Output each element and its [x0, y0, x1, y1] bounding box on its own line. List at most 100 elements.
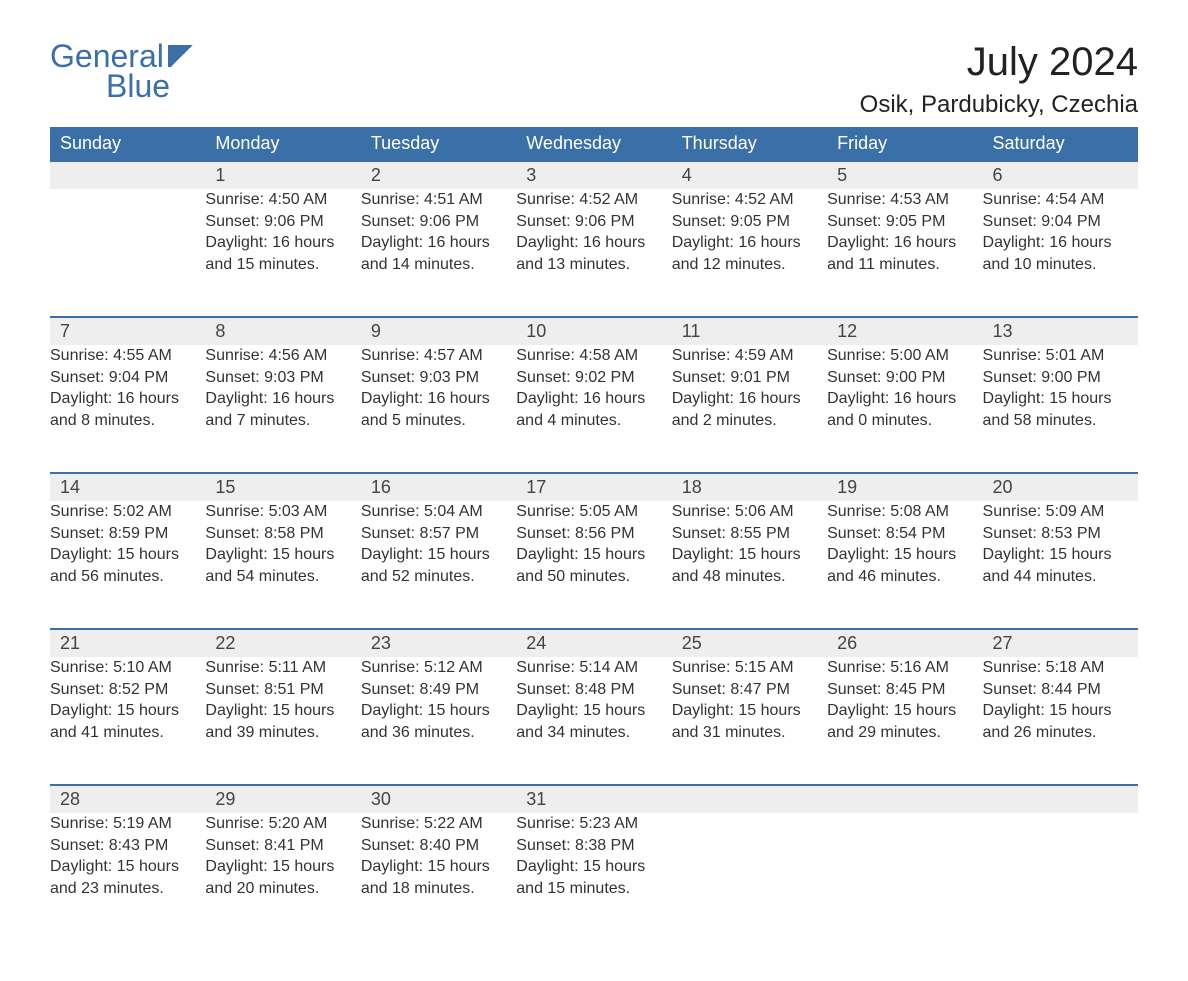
daylight-line: Daylight: 15 hours and 23 minutes. — [50, 856, 205, 899]
sunset-line: Sunset: 9:04 PM — [983, 211, 1138, 233]
daylight-line: Daylight: 15 hours and 15 minutes. — [516, 856, 671, 899]
sunrise-line: Sunrise: 5:23 AM — [516, 813, 671, 835]
sunrise-line: Sunrise: 5:06 AM — [672, 501, 827, 523]
daylight-line: Daylight: 16 hours and 8 minutes. — [50, 388, 205, 431]
sunset-line: Sunset: 8:57 PM — [361, 523, 516, 545]
daylight-line: Daylight: 16 hours and 0 minutes. — [827, 388, 982, 431]
day-number-cell: 12 — [827, 317, 982, 345]
day-header: Sunday — [50, 127, 205, 161]
day-number-cell: 8 — [205, 317, 360, 345]
day-data-cell: Sunrise: 5:12 AMSunset: 8:49 PMDaylight:… — [361, 657, 516, 785]
sunset-line: Sunset: 8:55 PM — [672, 523, 827, 545]
sunrise-line: Sunrise: 5:11 AM — [205, 657, 360, 679]
logo-text-bottom: Blue — [50, 70, 196, 102]
day-data-cell: Sunrise: 5:03 AMSunset: 8:58 PMDaylight:… — [205, 501, 360, 629]
sunset-line: Sunset: 8:58 PM — [205, 523, 360, 545]
sunset-line: Sunset: 8:56 PM — [516, 523, 671, 545]
day-number-cell: 31 — [516, 785, 671, 813]
sunrise-line: Sunrise: 4:52 AM — [516, 189, 671, 211]
sunrise-line: Sunrise: 5:18 AM — [983, 657, 1138, 679]
day-data-cell: Sunrise: 5:05 AMSunset: 8:56 PMDaylight:… — [516, 501, 671, 629]
location: Osik, Pardubicky, Czechia — [860, 91, 1138, 119]
daylight-line: Daylight: 15 hours and 54 minutes. — [205, 544, 360, 587]
day-header: Saturday — [983, 127, 1138, 161]
sunrise-line: Sunrise: 4:52 AM — [672, 189, 827, 211]
day-number-cell — [827, 785, 982, 813]
day-number-cell: 14 — [50, 473, 205, 501]
sunset-line: Sunset: 9:01 PM — [672, 367, 827, 389]
sunset-line: Sunset: 8:40 PM — [361, 835, 516, 857]
sunrise-line: Sunrise: 5:01 AM — [983, 345, 1138, 367]
sunset-line: Sunset: 8:47 PM — [672, 679, 827, 701]
daynum-row: 28293031 — [50, 785, 1138, 813]
sunset-line: Sunset: 9:04 PM — [50, 367, 205, 389]
day-data-cell: Sunrise: 5:23 AMSunset: 8:38 PMDaylight:… — [516, 813, 671, 941]
day-number-cell: 25 — [672, 629, 827, 657]
day-data-cell — [50, 189, 205, 317]
day-data-cell: Sunrise: 4:50 AMSunset: 9:06 PMDaylight:… — [205, 189, 360, 317]
day-number-cell: 9 — [361, 317, 516, 345]
sunset-line: Sunset: 9:05 PM — [672, 211, 827, 233]
data-row: Sunrise: 4:55 AMSunset: 9:04 PMDaylight:… — [50, 345, 1138, 473]
sunrise-line: Sunrise: 4:55 AM — [50, 345, 205, 367]
sunrise-line: Sunrise: 5:05 AM — [516, 501, 671, 523]
sunset-line: Sunset: 9:02 PM — [516, 367, 671, 389]
sunrise-line: Sunrise: 5:16 AM — [827, 657, 982, 679]
day-data-cell: Sunrise: 5:09 AMSunset: 8:53 PMDaylight:… — [983, 501, 1138, 629]
day-data-cell: Sunrise: 5:14 AMSunset: 8:48 PMDaylight:… — [516, 657, 671, 785]
sunset-line: Sunset: 9:03 PM — [361, 367, 516, 389]
daylight-line: Daylight: 15 hours and 44 minutes. — [983, 544, 1138, 587]
daylight-line: Daylight: 16 hours and 4 minutes. — [516, 388, 671, 431]
day-data-cell — [827, 813, 982, 941]
sunrise-line: Sunrise: 5:22 AM — [361, 813, 516, 835]
sunrise-line: Sunrise: 5:08 AM — [827, 501, 982, 523]
sunset-line: Sunset: 9:00 PM — [827, 367, 982, 389]
day-number-cell: 30 — [361, 785, 516, 813]
daynum-row: 21222324252627 — [50, 629, 1138, 657]
sunset-line: Sunset: 8:49 PM — [361, 679, 516, 701]
daylight-line: Daylight: 15 hours and 41 minutes. — [50, 700, 205, 743]
day-data-cell: Sunrise: 4:51 AMSunset: 9:06 PMDaylight:… — [361, 189, 516, 317]
sunrise-line: Sunrise: 5:03 AM — [205, 501, 360, 523]
day-data-cell: Sunrise: 4:59 AMSunset: 9:01 PMDaylight:… — [672, 345, 827, 473]
day-number-cell: 27 — [983, 629, 1138, 657]
day-header: Tuesday — [361, 127, 516, 161]
daylight-line: Daylight: 15 hours and 56 minutes. — [50, 544, 205, 587]
logo: General Blue — [50, 40, 196, 102]
day-data-cell: Sunrise: 5:18 AMSunset: 8:44 PMDaylight:… — [983, 657, 1138, 785]
day-data-cell: Sunrise: 5:22 AMSunset: 8:40 PMDaylight:… — [361, 813, 516, 941]
daylight-line: Daylight: 16 hours and 5 minutes. — [361, 388, 516, 431]
sunrise-line: Sunrise: 5:02 AM — [50, 501, 205, 523]
daylight-line: Daylight: 15 hours and 39 minutes. — [205, 700, 360, 743]
day-data-cell: Sunrise: 5:06 AMSunset: 8:55 PMDaylight:… — [672, 501, 827, 629]
data-row: Sunrise: 5:02 AMSunset: 8:59 PMDaylight:… — [50, 501, 1138, 629]
daylight-line: Daylight: 16 hours and 7 minutes. — [205, 388, 360, 431]
sunset-line: Sunset: 9:05 PM — [827, 211, 982, 233]
day-number-cell: 24 — [516, 629, 671, 657]
day-number-cell — [672, 785, 827, 813]
sunset-line: Sunset: 8:59 PM — [50, 523, 205, 545]
sunrise-line: Sunrise: 5:14 AM — [516, 657, 671, 679]
day-data-cell: Sunrise: 5:20 AMSunset: 8:41 PMDaylight:… — [205, 813, 360, 941]
day-number-cell: 22 — [205, 629, 360, 657]
day-number-cell: 26 — [827, 629, 982, 657]
sunset-line: Sunset: 9:03 PM — [205, 367, 360, 389]
daylight-line: Daylight: 16 hours and 15 minutes. — [205, 232, 360, 275]
day-data-cell: Sunrise: 5:19 AMSunset: 8:43 PMDaylight:… — [50, 813, 205, 941]
day-data-cell — [983, 813, 1138, 941]
daylight-line: Daylight: 15 hours and 18 minutes. — [361, 856, 516, 899]
sunrise-line: Sunrise: 5:20 AM — [205, 813, 360, 835]
daylight-line: Daylight: 15 hours and 48 minutes. — [672, 544, 827, 587]
header: General Blue July 2024 Osik, Pardubicky,… — [50, 40, 1138, 119]
daylight-line: Daylight: 15 hours and 29 minutes. — [827, 700, 982, 743]
sunrise-line: Sunrise: 4:53 AM — [827, 189, 982, 211]
daylight-line: Daylight: 15 hours and 26 minutes. — [983, 700, 1138, 743]
sunset-line: Sunset: 9:06 PM — [516, 211, 671, 233]
sunrise-line: Sunrise: 4:50 AM — [205, 189, 360, 211]
data-row: Sunrise: 5:19 AMSunset: 8:43 PMDaylight:… — [50, 813, 1138, 941]
sunrise-line: Sunrise: 5:12 AM — [361, 657, 516, 679]
sunrise-line: Sunrise: 4:51 AM — [361, 189, 516, 211]
daylight-line: Daylight: 16 hours and 11 minutes. — [827, 232, 982, 275]
daylight-line: Daylight: 16 hours and 14 minutes. — [361, 232, 516, 275]
daylight-line: Daylight: 16 hours and 13 minutes. — [516, 232, 671, 275]
